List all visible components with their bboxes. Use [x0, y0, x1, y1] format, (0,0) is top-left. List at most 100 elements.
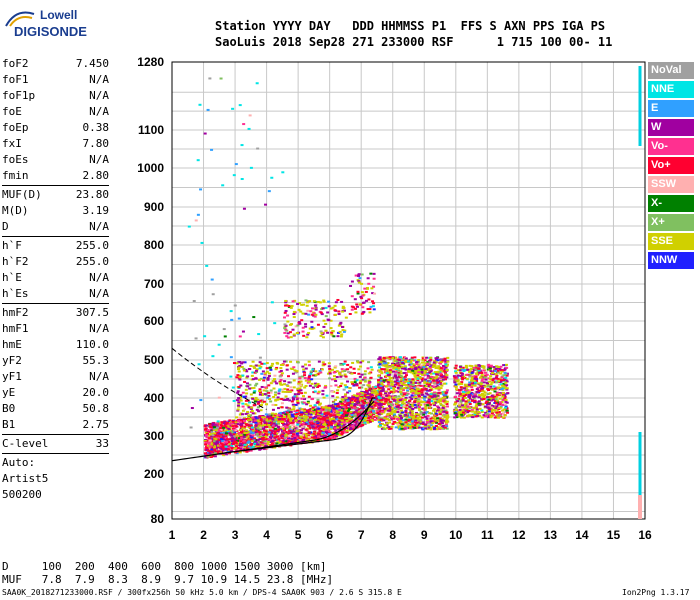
echo-pixel [239, 434, 243, 437]
echo-pixel [322, 416, 326, 419]
echo-pixel [430, 388, 434, 391]
echo-pixel [323, 424, 327, 427]
echo-pixel [408, 425, 412, 428]
echo-pixel [400, 400, 404, 403]
echo-pixel [254, 384, 258, 387]
echo-pixel [204, 443, 208, 446]
echo-pixel [289, 432, 293, 435]
echo-pixel [397, 416, 401, 419]
echo-pixel [237, 401, 241, 404]
header-row2: SaoLuis 2018 Sep28 271 233000 RSF 1 715 … [215, 35, 613, 49]
echo-pixel [256, 446, 260, 449]
echo-pixel [414, 367, 418, 370]
echo-pixel [296, 393, 300, 396]
echo-pixel [419, 420, 423, 423]
echo-pixel [388, 405, 392, 408]
echo-pixel [259, 391, 263, 394]
echo-pixel [361, 413, 365, 416]
echo-pixel [251, 371, 255, 374]
echo-pixel [439, 404, 443, 407]
echo-pixel [334, 403, 338, 406]
echo-pixel [429, 372, 433, 375]
echo-pixel [370, 420, 374, 423]
echo-pixel [418, 415, 422, 418]
echo-pixel [282, 439, 286, 442]
echo-pixel [312, 432, 316, 435]
echo-pixel [344, 397, 348, 400]
echo-pixel [285, 441, 289, 444]
echo-pixel [342, 430, 346, 433]
echo-pixel [298, 416, 302, 419]
echo-pixel [264, 444, 268, 447]
echo-pixel [241, 405, 245, 408]
x-tick-label: 3 [232, 528, 239, 542]
echo-pixel [335, 396, 339, 399]
echo-pixel [413, 406, 417, 409]
echo-pixel [296, 387, 300, 390]
echo-pixel [368, 386, 372, 389]
echo-pixel [274, 412, 278, 415]
echo-pixel [294, 371, 298, 374]
echo-pixel [414, 390, 418, 393]
echo-pixel [309, 418, 313, 421]
echo-pixel [299, 414, 303, 417]
echo-pixel [390, 357, 394, 360]
echo-pixel [441, 368, 445, 371]
echo-pixel [416, 425, 420, 428]
echo-pixel [320, 417, 324, 420]
echo-pixel [424, 427, 428, 430]
echo-pixel [372, 412, 376, 415]
echo-pixel [279, 436, 283, 439]
echo-pixel [410, 426, 414, 429]
echo-pixel [266, 443, 270, 446]
echo-pixel [208, 449, 212, 452]
echo-pixel [325, 416, 329, 419]
echo-pixel [303, 371, 307, 374]
param-label: foF1p [2, 89, 36, 102]
echo-pixel [259, 417, 263, 420]
echo-pixel [427, 389, 431, 392]
echo-pixel [364, 405, 368, 408]
echo-pixel [321, 408, 325, 411]
echo-pixel [401, 392, 405, 395]
echo-pixel [404, 374, 408, 377]
echo-pixel [290, 413, 294, 416]
param-label: B0 [2, 402, 16, 415]
echo-pixel [323, 438, 327, 441]
echo-pixel [395, 369, 399, 372]
echo-pixel [340, 419, 344, 422]
echo-pixel [235, 443, 239, 446]
echo-pixel [254, 377, 258, 380]
echo-pixel [257, 364, 261, 367]
echo-pixel [410, 410, 414, 413]
echo-pixel [257, 378, 261, 381]
echo-pixel [317, 407, 321, 410]
echo-pixel [320, 423, 324, 426]
echo-pixel [210, 443, 214, 446]
echo-pixel [287, 381, 291, 384]
echo-pixel [296, 409, 300, 412]
echo-pixel [359, 397, 363, 400]
echo-pixel [379, 403, 383, 406]
echo-pixel [279, 427, 283, 430]
echo-pixel [274, 424, 278, 427]
echo-pixel [246, 385, 250, 388]
echo-pixel [207, 444, 211, 447]
echo-pixel [255, 418, 259, 421]
echo-pixel [417, 364, 421, 367]
param-label: foF1 [2, 73, 29, 86]
echo-pixel [388, 392, 392, 395]
echo-pixel [250, 418, 254, 421]
echo-pixel [257, 433, 261, 436]
echo-pixel [262, 362, 266, 365]
echo-pixel [344, 418, 348, 421]
echo-pixel [339, 374, 343, 377]
echo-pixel [394, 383, 398, 386]
echo-pixel [307, 412, 311, 415]
echo-pixel [434, 425, 438, 428]
echo-pixel [323, 422, 327, 425]
echo-pixel [443, 416, 447, 419]
echo-pixel [241, 432, 245, 435]
echo-pixel [425, 425, 429, 428]
echo-pixel [402, 384, 406, 387]
